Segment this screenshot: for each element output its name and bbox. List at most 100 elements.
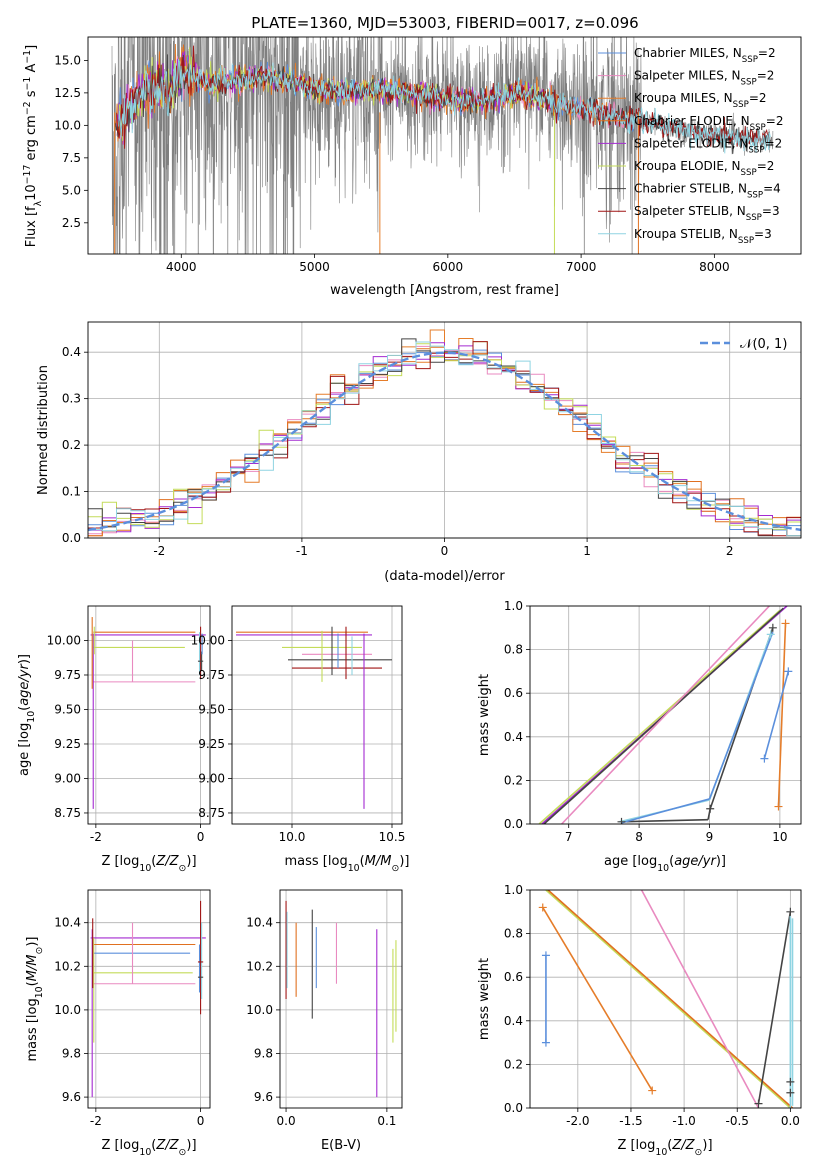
- y-tick-label: 5.0: [62, 183, 81, 197]
- x-axis-label: (data-model)/error: [384, 569, 505, 584]
- legend: 𝒩(0, 1): [700, 337, 787, 352]
- x-tick-label: 7: [565, 830, 573, 844]
- y-tick-label: 0.8: [504, 643, 523, 657]
- age-vs-mass-panel: 10.0 10.5 8.75 9.00 9.25 9.50 9.75 10.00 mass [l…: [191, 605, 409, 874]
- y-tick-label: 0.2: [504, 1057, 523, 1071]
- x-tick-label: -1.0: [672, 1114, 695, 1128]
- normal-curve: [88, 351, 801, 532]
- x-tick-label: 1: [583, 544, 591, 558]
- legend-label: Salpeter MILES, NSSP=2: [634, 69, 774, 88]
- weight-marker: [648, 1086, 657, 1095]
- axes-frame: [87, 605, 211, 825]
- weight-marker: [774, 802, 783, 811]
- weight-marker: [541, 1038, 550, 1047]
- legend-label: Kroupa STELIB, NSSP=3: [634, 227, 772, 246]
- x-axis-label: E(B-V): [321, 1138, 361, 1153]
- spectrum-panel: 4000 5000 6000 7000 8000 2.5 5.0 7.5 10.0 12.5 15.…: [22, 36, 802, 298]
- model-spectrum: [118, 58, 771, 154]
- y-axis-label: age [log10(age/yr)]: [17, 654, 37, 776]
- axes-frame: [529, 889, 802, 1109]
- y-tick-label: 0.4: [504, 730, 523, 744]
- weight-line: [640, 890, 760, 1108]
- y-tick-label: 7.5: [62, 151, 81, 165]
- x-tick-label: 7000: [566, 260, 597, 274]
- y-tick-label: 0.2: [504, 773, 523, 787]
- y-tick-label: 10.4: [246, 916, 273, 930]
- x-axis-label: age [log10(age/yr)]: [604, 854, 726, 874]
- y-tick-label: 0.6: [504, 970, 523, 984]
- y-tick-label: 0.0: [62, 531, 81, 545]
- y-tick-label: 1.0: [504, 883, 523, 897]
- mass-weight-vs-age-panel: 7 8 9 10 0.0 0.2 0.4 0.6 0.8 1.0 age [log10(age/yr…: [477, 599, 802, 874]
- y-tick-label: 9.6: [254, 1090, 273, 1104]
- axes-frame: [87, 889, 211, 1109]
- x-tick-label: 9: [706, 830, 714, 844]
- x-axis-label: Z [log10(Z/Z⊙)]: [617, 1138, 712, 1158]
- weight-line: [547, 890, 794, 1108]
- weight-line: [763, 671, 790, 759]
- axes-frame: [87, 36, 802, 255]
- histogram-series: [88, 341, 801, 537]
- y-tick-label: 1.0: [504, 599, 523, 613]
- legend-label: 𝒩(0, 1): [740, 337, 787, 352]
- weight-line: [621, 818, 709, 823]
- weight-marker: [617, 817, 626, 824]
- weight-line: [542, 907, 653, 1091]
- x-tick-label: 10: [772, 830, 787, 844]
- weight-marker: [786, 907, 795, 916]
- mass-vs-extinction-panel: 0.0 0.1 9.6 9.8 10.0 10.2 10.4 E(B-V): [246, 889, 403, 1153]
- plot-area: [236, 626, 392, 809]
- grid: [232, 606, 402, 824]
- x-tick-label: -1: [296, 544, 308, 558]
- mass-vs-metallicity-panel: -2 0 9.6 9.8 10.0 10.2 10.4 Z [log10(Z/Z⊙)] mass…: [25, 889, 211, 1158]
- weight-line: [621, 798, 710, 824]
- y-tick-label: 10.00: [47, 633, 81, 647]
- weight-marker: [786, 1088, 795, 1097]
- weight-line: [545, 890, 791, 1108]
- y-tick-label: 9.8: [254, 1047, 273, 1061]
- x-axis-label: wavelength [Angstrom, rest frame]: [330, 283, 559, 298]
- y-tick-label: 9.50: [198, 702, 225, 716]
- legend-label: Kroupa ELODIE, NSSP=2: [634, 159, 774, 178]
- grid: [280, 890, 402, 1108]
- plot-area: [90, 617, 206, 809]
- y-tick-label: 0.8: [504, 927, 523, 941]
- weight-marker: [538, 903, 547, 912]
- y-axis-label: mass weight: [477, 674, 492, 756]
- y-axis-label: mass [log10(M/M⊙)]: [25, 937, 45, 1062]
- x-tick-label: -2.0: [566, 1114, 589, 1128]
- axes-frame: [279, 889, 403, 1109]
- x-tick-label: -1.5: [619, 1114, 642, 1128]
- y-tick-label: 10.00: [191, 633, 225, 647]
- y-tick-label: 12.5: [54, 86, 81, 100]
- weight-marker: [766, 630, 775, 639]
- y-tick-label: 10.0: [246, 1003, 273, 1017]
- x-tick-label: 0: [197, 830, 205, 844]
- y-tick-label: 0.6: [504, 686, 523, 700]
- legend-label: Chabrier MILES, NSSP=2: [634, 46, 776, 65]
- weight-line: [561, 606, 770, 824]
- weight-marker: [760, 754, 769, 763]
- axes-frame: [87, 321, 802, 539]
- x-axis-label: Z [log10(Z/Z⊙)]: [101, 1138, 196, 1158]
- legend-label: Chabrier STELIB, NSSP=4: [634, 182, 781, 201]
- y-tick-label: 0.2: [62, 438, 81, 452]
- y-tick-label: 8.75: [54, 806, 81, 820]
- x-tick-label: 10.0: [279, 830, 306, 844]
- x-tick-label: -2: [90, 1114, 102, 1128]
- y-tick-label: 8.75: [198, 806, 225, 820]
- y-tick-label: 10.4: [54, 916, 81, 930]
- x-tick-label: -2: [153, 544, 165, 558]
- y-tick-label: 2.5: [62, 216, 81, 230]
- plot-area: [90, 900, 206, 1098]
- observed-spectrum: [111, 37, 774, 254]
- weight-line: [777, 623, 787, 807]
- weight-marker: [784, 667, 793, 676]
- x-tick-label: 0.0: [277, 1114, 296, 1128]
- plot-area: [111, 37, 774, 254]
- y-tick-label: 9.75: [198, 668, 225, 682]
- x-axis-label: Z [log10(Z/Z⊙)]: [101, 854, 196, 874]
- y-tick-label: 0.4: [504, 1014, 523, 1028]
- x-tick-label: 10.5: [379, 830, 406, 844]
- x-tick-label: -2: [90, 830, 102, 844]
